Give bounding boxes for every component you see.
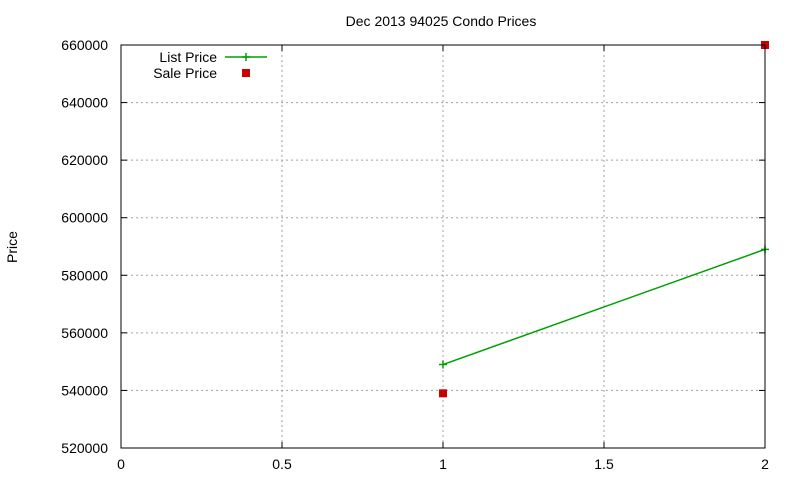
y-tick-label: 600000 bbox=[61, 210, 108, 226]
grid bbox=[121, 45, 765, 448]
y-tick-label: 640000 bbox=[61, 95, 108, 111]
data-point bbox=[439, 360, 447, 369]
plot-series bbox=[439, 41, 769, 398]
y-axis-label: Price bbox=[4, 231, 20, 263]
x-tick-label: 1 bbox=[439, 456, 447, 472]
chart-title: Dec 2013 94025 Condo Prices bbox=[346, 13, 537, 29]
x-tick-label: 1.5 bbox=[594, 456, 614, 472]
data-point bbox=[439, 389, 447, 398]
legend-marker bbox=[242, 53, 250, 61]
y-tick-label: 520000 bbox=[61, 440, 108, 456]
x-tick-label: 2 bbox=[761, 456, 769, 472]
y-tick-label: 580000 bbox=[61, 267, 108, 283]
x-tick-label: 0 bbox=[117, 456, 125, 472]
x-axis-tick-labels: 0 0.5 1 1.5 2 bbox=[117, 456, 769, 472]
x-tick-label: 0.5 bbox=[272, 456, 292, 472]
series-sale-price bbox=[439, 41, 769, 398]
y-tick-label: 620000 bbox=[61, 152, 108, 168]
series-line bbox=[442, 248, 766, 366]
legend-marker bbox=[242, 69, 250, 77]
legend-label: Sale Price bbox=[153, 65, 217, 81]
y-tick-label: 660000 bbox=[61, 37, 108, 53]
legend-label: List Price bbox=[159, 49, 217, 65]
y-tick-label: 540000 bbox=[61, 382, 108, 398]
plot-frame bbox=[120, 44, 766, 449]
y-axis-tick-labels: 520000 540000 560000 580000 600000 620000 6400… bbox=[61, 37, 108, 456]
y-tick-label: 560000 bbox=[61, 325, 108, 341]
